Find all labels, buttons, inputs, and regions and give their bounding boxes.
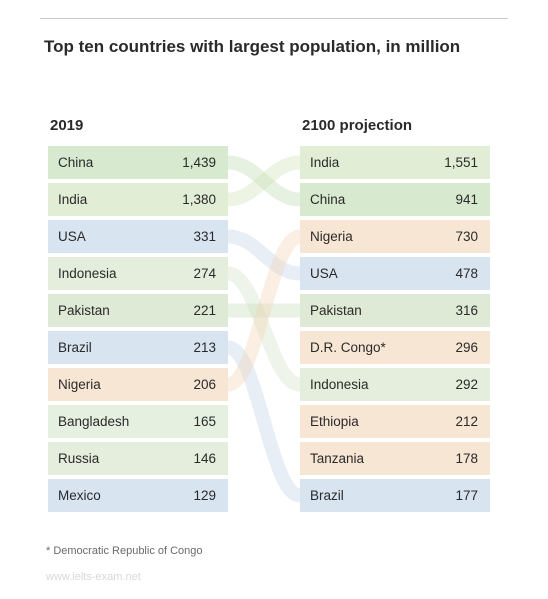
- left-value-russia: 146: [193, 451, 216, 466]
- left-label-indonesia: Indonesia: [58, 266, 117, 281]
- right-value-drcongo: 296: [455, 340, 478, 355]
- right-value-pakistan: 316: [455, 303, 478, 318]
- right-label-tanzania: Tanzania: [310, 451, 365, 466]
- left-label-nigeria: Nigeria: [58, 377, 101, 392]
- right-label-china: China: [310, 192, 346, 207]
- population-slope-chart: 2019 2100 projection China 1,439 India 1,380 U…: [0, 0, 548, 599]
- left-label-china: China: [58, 155, 94, 170]
- left-value-india: 1,380: [182, 192, 216, 207]
- right-value-indonesia: 292: [455, 377, 478, 392]
- right-value-ethiopia: 212: [455, 414, 478, 429]
- left-label-brazil: Brazil: [58, 340, 92, 355]
- left-value-usa: 331: [193, 229, 216, 244]
- left-label-india: India: [58, 192, 88, 207]
- left-label-mexico: Mexico: [58, 488, 101, 503]
- connectors: [228, 163, 300, 496]
- right-label-indonesia: Indonesia: [310, 377, 369, 392]
- left-value-nigeria: 206: [193, 377, 216, 392]
- left-column-header: 2019: [50, 117, 83, 134]
- left-label-bangladesh: Bangladesh: [58, 414, 129, 429]
- right-label-pakistan: Pakistan: [310, 303, 362, 318]
- left-value-indonesia: 274: [193, 266, 216, 281]
- right-column-header: 2100 projection: [302, 117, 412, 134]
- right-value-usa: 478: [455, 266, 478, 281]
- right-value-china: 941: [455, 192, 478, 207]
- left-value-pakistan: 221: [193, 303, 216, 318]
- right-label-ethiopia: Ethiopia: [310, 414, 359, 429]
- right-value-brazil: 177: [455, 488, 478, 503]
- right-value-india: 1,551: [444, 155, 478, 170]
- left-label-usa: USA: [58, 229, 86, 244]
- left-label-russia: Russia: [58, 451, 100, 466]
- right-value-tanzania: 178: [455, 451, 478, 466]
- footnote: * Democratic Republic of Congo: [46, 545, 203, 557]
- right-label-drcongo: D.R. Congo*: [310, 340, 387, 355]
- left-value-mexico: 129: [193, 488, 216, 503]
- left-label-pakistan: Pakistan: [58, 303, 110, 318]
- left-value-brazil: 213: [193, 340, 216, 355]
- right-column: India 1,551 China 941 Nigeria 730 USA 478 Pakist…: [300, 146, 490, 512]
- right-label-brazil: Brazil: [310, 488, 344, 503]
- right-value-nigeria: 730: [455, 229, 478, 244]
- watermark: www.ielts-exam.net: [46, 571, 141, 583]
- right-label-nigeria: Nigeria: [310, 229, 353, 244]
- right-label-usa: USA: [310, 266, 338, 281]
- left-value-bangladesh: 165: [193, 414, 216, 429]
- right-label-india: India: [310, 155, 340, 170]
- left-column: China 1,439 India 1,380 USA 331 Indonesia 274 Pa…: [48, 146, 228, 512]
- left-value-china: 1,439: [182, 155, 216, 170]
